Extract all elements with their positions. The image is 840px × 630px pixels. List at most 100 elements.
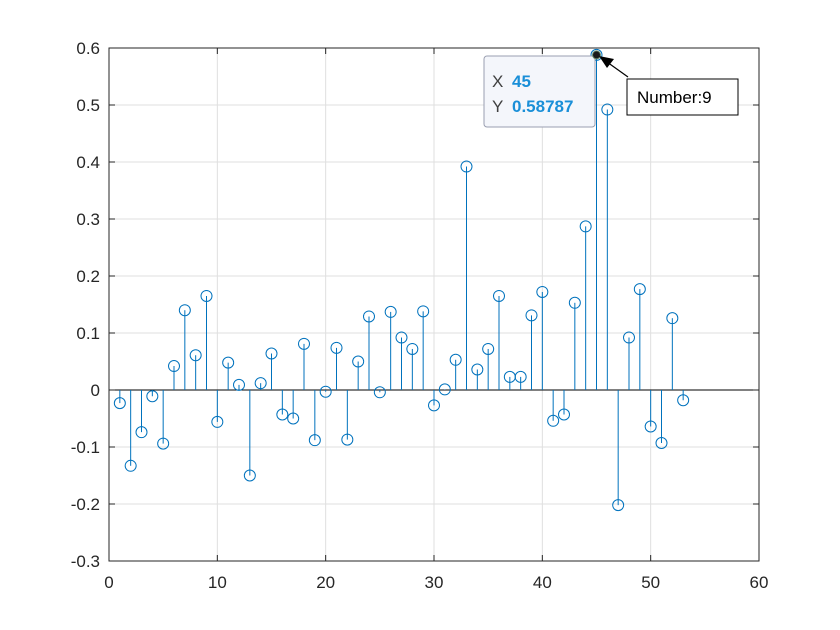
stem-point xyxy=(406,342,419,390)
stem-series xyxy=(113,48,690,512)
stem-marker xyxy=(384,305,397,318)
stem-marker xyxy=(623,331,635,344)
stem-point xyxy=(558,390,570,421)
stem-marker xyxy=(200,289,213,302)
stem-point xyxy=(243,390,256,482)
stem-marker xyxy=(243,469,256,482)
stem-point xyxy=(644,390,657,433)
y-tick-label: 0 xyxy=(91,381,100,400)
stem-marker xyxy=(568,296,581,309)
x-tick-label: 60 xyxy=(750,573,769,592)
stem-marker xyxy=(298,337,310,350)
stem-point xyxy=(200,289,213,390)
stem-point xyxy=(319,385,332,398)
stem-marker xyxy=(460,160,473,173)
annotation-textbox[interactable]: Number:9 xyxy=(626,78,739,116)
data-tip-x-value: 45 xyxy=(512,72,531,91)
stem-marker xyxy=(168,360,180,373)
stem-marker xyxy=(319,385,332,398)
stem-marker xyxy=(113,397,126,410)
annotation-arrow[interactable] xyxy=(599,56,629,78)
stem-marker xyxy=(265,347,278,360)
stem-marker xyxy=(590,48,603,61)
x-tick-label: 50 xyxy=(641,573,660,592)
stem-marker xyxy=(222,356,235,369)
x-tick-label: 30 xyxy=(425,573,444,592)
stem-marker xyxy=(536,285,549,298)
stem-marker xyxy=(655,437,668,450)
stem-point xyxy=(428,390,440,412)
stem-point xyxy=(363,310,375,390)
stem-marker xyxy=(135,426,148,439)
stem-marker xyxy=(438,383,451,396)
stem-marker xyxy=(146,390,159,403)
data-tip-y-key: Y xyxy=(492,97,503,116)
stem-point xyxy=(373,386,386,399)
stem-point xyxy=(612,390,625,512)
stem-point xyxy=(330,341,343,390)
stem-point xyxy=(168,360,180,390)
y-tick-label: -0.3 xyxy=(71,552,100,571)
stem-point xyxy=(623,331,635,390)
annotation-text: Number:9 xyxy=(637,88,712,107)
stem-point xyxy=(471,363,484,390)
arrow-head-icon xyxy=(599,56,614,68)
x-tick-label: 20 xyxy=(316,573,335,592)
y-tick-label: 0.4 xyxy=(76,153,100,172)
data-tip-x-key: X xyxy=(492,72,503,91)
stem-point xyxy=(113,390,126,410)
stem-point xyxy=(449,353,462,390)
stem-marker xyxy=(406,342,419,355)
stem-marker xyxy=(579,220,592,233)
stem-marker xyxy=(525,309,538,322)
data-tip[interactable]: X 45 Y 0.58787 xyxy=(483,55,596,128)
x-tick-label: 0 xyxy=(104,573,113,592)
stem-point xyxy=(633,283,646,390)
stem-point xyxy=(135,390,148,439)
stem-point xyxy=(395,331,408,390)
stem-marker xyxy=(633,283,646,296)
stem-marker xyxy=(547,414,560,427)
y-tick-label: 0.6 xyxy=(76,39,100,58)
stem-marker xyxy=(211,415,224,428)
data-tip-marker[interactable] xyxy=(592,50,601,60)
stem-point xyxy=(568,296,581,390)
stem-point xyxy=(384,305,397,390)
stem-marker xyxy=(471,363,484,376)
stem-marker xyxy=(157,437,170,450)
y-tick-label: -0.2 xyxy=(71,495,100,514)
x-tick-label: 10 xyxy=(208,573,227,592)
stem-marker xyxy=(308,434,321,447)
stem-point xyxy=(189,349,202,390)
stem-point xyxy=(178,304,191,390)
stem-point xyxy=(298,337,310,390)
stem-marker xyxy=(558,408,570,421)
y-tick-label: 0.5 xyxy=(76,96,100,115)
stem-marker xyxy=(395,331,408,344)
stem-point xyxy=(666,312,679,390)
stem-point xyxy=(655,390,668,450)
stem-point xyxy=(547,390,560,427)
stem-marker xyxy=(373,386,386,399)
stem-point xyxy=(146,390,159,403)
stem-marker xyxy=(287,412,300,425)
stem-point xyxy=(493,289,505,390)
stem-point xyxy=(308,390,321,447)
x-tick-label: 40 xyxy=(533,573,552,592)
stem-marker xyxy=(363,310,375,323)
stem-point xyxy=(460,160,473,390)
stem-marker xyxy=(482,342,495,355)
y-tick-label: 0.1 xyxy=(76,324,100,343)
stem-marker xyxy=(612,499,625,512)
data-tip-y-value: 0.58787 xyxy=(512,97,573,116)
stem-point xyxy=(417,305,430,390)
y-axis-ticks: -0.3 -0.2 -0.1 0 0.1 0.2 0.3 0.4 0.5 0.6 xyxy=(71,39,759,571)
stem-point xyxy=(211,390,224,428)
stem-marker xyxy=(449,353,462,366)
stem-marker xyxy=(601,103,614,116)
stem-point xyxy=(514,370,527,390)
stem-marker xyxy=(330,341,343,354)
stem-marker xyxy=(352,355,365,368)
stem-point xyxy=(677,390,690,407)
